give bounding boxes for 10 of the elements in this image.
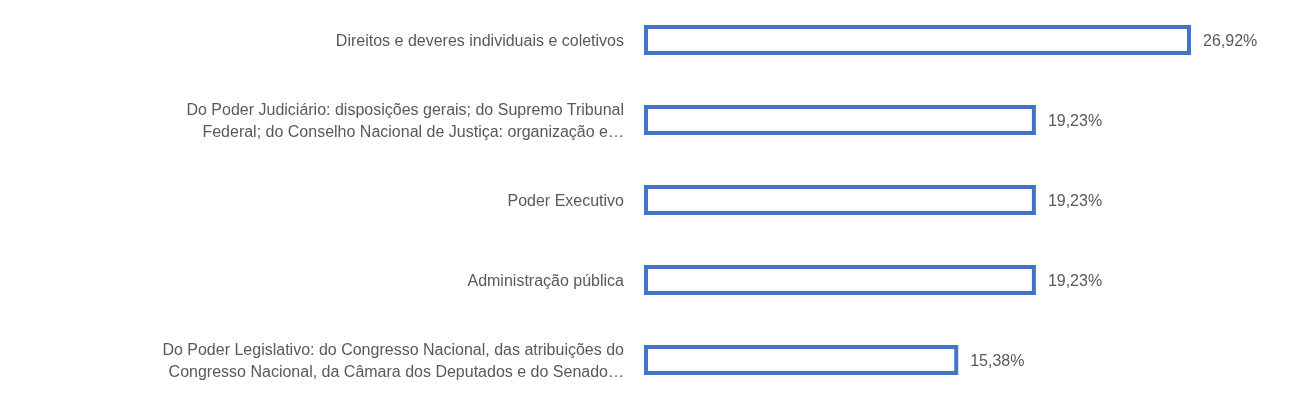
data-label: 19,23%: [1047, 191, 1103, 209]
y-tick-label: Do Poder Judiciário: disposições gerais; do Supremo Tribunal Federal; do Conselho Nacional de Justiça: organização e…: [186, 100, 624, 140]
data-label: 26,92%: [1203, 31, 1258, 49]
y-tick-label: Direitos e deveres individuais e coletivos: [335, 31, 624, 49]
data-label: 19,23%: [1047, 271, 1103, 289]
y-tick-label: Do Poder Legislativo: do Congresso Nacional, das atribuições do Congresso Nacional, da Câmara dos Deputados e do Senado…: [162, 340, 625, 380]
data-label: 15,38%: [970, 351, 1025, 369]
data-label: 19,23%: [1047, 111, 1103, 129]
y-tick-label: Poder Executivo: [507, 191, 625, 209]
y-tick-label: Administração pública: [467, 271, 625, 289]
